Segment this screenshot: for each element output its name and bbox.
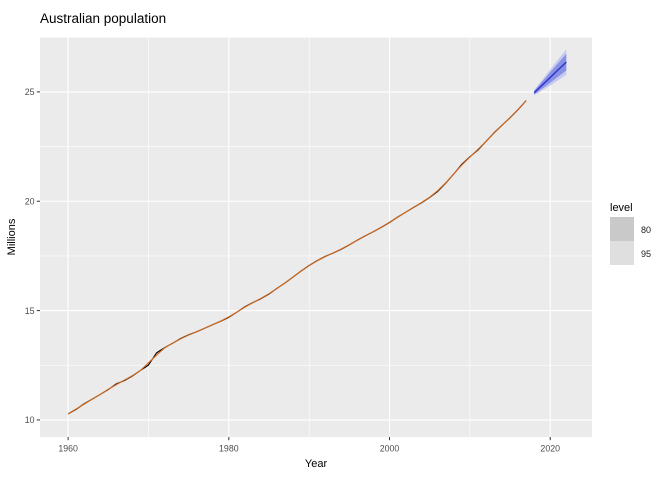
legend-key-95 bbox=[610, 241, 634, 265]
legend: level 80 95 bbox=[610, 202, 651, 265]
chart-title: Australian population bbox=[40, 11, 166, 26]
fitted-line bbox=[67, 100, 527, 415]
y-tick-label: 25 bbox=[25, 87, 35, 97]
legend-title: level bbox=[610, 202, 633, 214]
y-tick-label: 10 bbox=[25, 415, 35, 425]
x-tick-label: 1960 bbox=[58, 444, 78, 454]
y-axis-title: Millions bbox=[6, 218, 18, 255]
y-tick-label: 20 bbox=[25, 196, 35, 206]
legend-label-95: 95 bbox=[641, 249, 651, 259]
plot-panel: 1960 1980 2000 2020 10 15 20 25 bbox=[25, 36, 592, 454]
x-tick-label: 1980 bbox=[219, 444, 239, 454]
legend-key-80 bbox=[610, 217, 634, 241]
x-tick-label: 2020 bbox=[540, 444, 560, 454]
legend-label-80: 80 bbox=[641, 225, 651, 235]
x-axis-title: Year bbox=[305, 458, 328, 470]
panel-background bbox=[40, 37, 592, 437]
x-tick-label: 2000 bbox=[380, 444, 400, 454]
forecast-line bbox=[533, 61, 567, 94]
y-tick-label: 15 bbox=[25, 306, 35, 316]
